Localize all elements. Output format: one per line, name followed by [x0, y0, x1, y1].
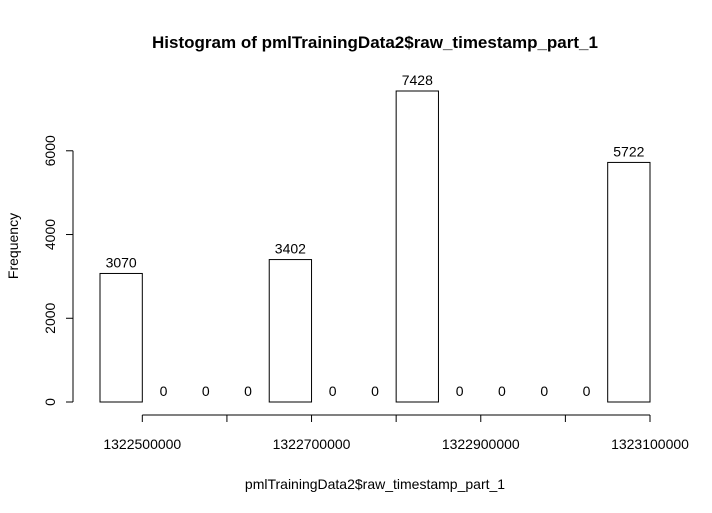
- x-tick-label-0: 1322500000: [103, 436, 181, 452]
- bar-count-label-1: 0: [160, 383, 168, 399]
- x-tick-label-2: 1322700000: [273, 436, 351, 452]
- chart-title: Histogram of pmlTrainingData2$raw_timest…: [152, 33, 598, 52]
- bar-count-label-12: 5722: [613, 143, 644, 159]
- x-axis-label: pmlTrainingData2$raw_timestamp_part_1: [245, 476, 505, 492]
- x-tick-label-6: 1323100000: [611, 436, 689, 452]
- y-tick-label-0: 0: [42, 398, 58, 406]
- bar-count-label-5: 0: [329, 383, 337, 399]
- bar-count-label-4: 3402: [275, 241, 306, 257]
- bar-count-label-6: 0: [371, 383, 379, 399]
- bars-group: 3070 0 0 0 3402 0 0 7428 0 0 0 0 5722: [99, 72, 651, 403]
- bar-count-label-2: 0: [202, 383, 210, 399]
- y-tick-label-1: 2000: [42, 302, 58, 333]
- y-tick-label-3: 6000: [42, 135, 58, 166]
- bar-count-label-3: 0: [244, 383, 252, 399]
- x-tick-label-4: 1322900000: [442, 436, 520, 452]
- y-axis: 0 2000 4000 6000: [42, 135, 74, 406]
- histogram-bar-7: [395, 90, 439, 403]
- bar-count-label-0: 3070: [106, 254, 137, 270]
- histogram-bar-12: [607, 161, 651, 403]
- y-tick-label-2: 4000: [42, 219, 58, 250]
- histogram-bar-4: [268, 259, 313, 403]
- y-axis-label: Frequency: [5, 213, 21, 279]
- bar-count-label-9: 0: [498, 383, 506, 399]
- bar-count-label-8: 0: [456, 383, 464, 399]
- histogram-bar-0: [99, 272, 143, 403]
- bar-count-label-11: 0: [583, 383, 591, 399]
- bar-count-label-10: 0: [540, 383, 548, 399]
- x-axis: 1322500000 1322700000 1322900000 1323100000: [103, 414, 689, 452]
- bar-count-label-7: 7428: [402, 72, 433, 88]
